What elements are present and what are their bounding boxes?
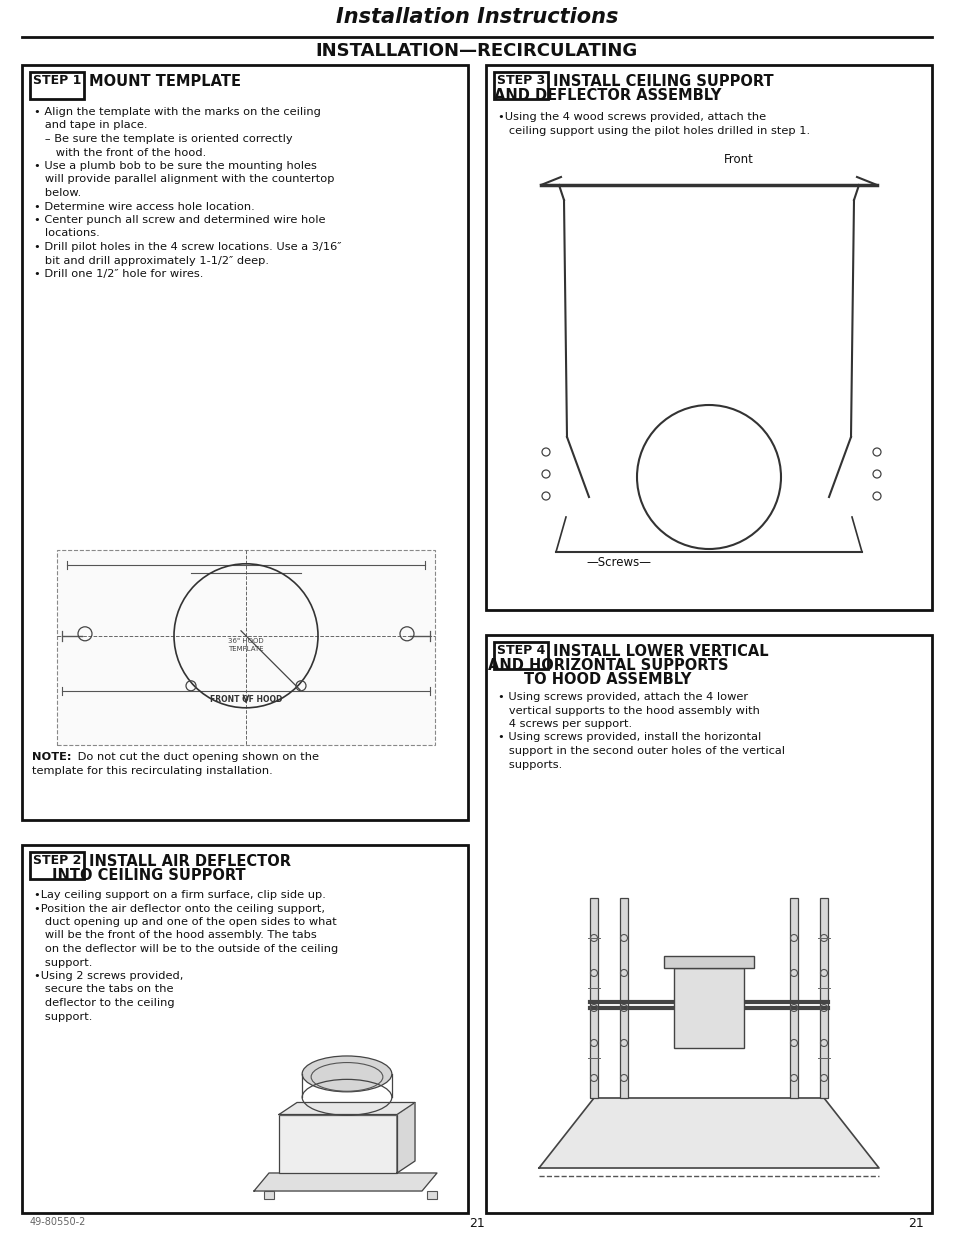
Text: AND HORIZONTAL SUPPORTS: AND HORIZONTAL SUPPORTS — [487, 658, 727, 673]
Bar — [494, 642, 547, 669]
Bar — [30, 72, 84, 99]
Text: •Using the 4 wood screws provided, attach the: •Using the 4 wood screws provided, attac… — [497, 112, 765, 122]
Text: 36" HOOD: 36" HOOD — [228, 637, 263, 643]
Text: STEP 2: STEP 2 — [33, 853, 81, 867]
Bar — [789, 898, 797, 1098]
Text: and tape in place.: and tape in place. — [34, 121, 148, 131]
Text: • Align the template with the marks on the ceiling: • Align the template with the marks on t… — [34, 107, 320, 117]
Ellipse shape — [302, 1056, 392, 1092]
Text: supports.: supports. — [497, 760, 561, 769]
Text: AND DEFLECTOR ASSEMBLY: AND DEFLECTOR ASSEMBLY — [494, 88, 720, 103]
Polygon shape — [278, 1103, 415, 1114]
Text: INTO CEILING SUPPORT: INTO CEILING SUPPORT — [52, 868, 246, 883]
Bar — [485, 635, 931, 1213]
Text: STEP 4: STEP 4 — [497, 643, 545, 657]
Text: support.: support. — [34, 1011, 92, 1021]
Text: locations.: locations. — [34, 228, 100, 238]
Text: • Drill one 1/2″ hole for wires.: • Drill one 1/2″ hole for wires. — [34, 269, 203, 279]
Text: will be the front of the hood assembly. The tabs: will be the front of the hood assembly. … — [34, 930, 316, 941]
Text: INSTALL AIR DEFLECTOR: INSTALL AIR DEFLECTOR — [89, 853, 291, 869]
Text: Installation Instructions: Installation Instructions — [335, 7, 618, 27]
Bar — [673, 968, 743, 1049]
Text: • Using screws provided, install the horizontal: • Using screws provided, install the hor… — [497, 732, 760, 742]
Bar — [22, 65, 468, 820]
Text: below.: below. — [34, 188, 81, 198]
Text: NOTE:: NOTE: — [32, 752, 71, 762]
Bar — [485, 65, 931, 610]
Text: • Use a plumb bob to be sure the mounting holes: • Use a plumb bob to be sure the mountin… — [34, 161, 316, 170]
Bar — [264, 1191, 274, 1199]
Text: INSTALL CEILING SUPPORT: INSTALL CEILING SUPPORT — [553, 74, 773, 89]
Bar — [820, 898, 827, 1098]
Text: •Using 2 screws provided,: •Using 2 screws provided, — [34, 971, 183, 981]
Text: 4 screws per support.: 4 screws per support. — [497, 719, 632, 729]
Text: • Center punch all screw and determined wire hole: • Center punch all screw and determined … — [34, 215, 325, 225]
Polygon shape — [396, 1103, 415, 1173]
Text: • Using screws provided, attach the 4 lower: • Using screws provided, attach the 4 lo… — [497, 692, 747, 701]
Text: •Position the air deflector onto the ceiling support,: •Position the air deflector onto the cei… — [34, 904, 325, 914]
Text: MOUNT TEMPLATE: MOUNT TEMPLATE — [89, 74, 241, 89]
Text: —Screws—: —Screws— — [585, 556, 650, 569]
Bar — [57, 550, 435, 745]
Bar — [30, 852, 84, 879]
Polygon shape — [253, 1173, 436, 1191]
Text: 21: 21 — [469, 1216, 484, 1230]
Text: FRONT OF HOOD: FRONT OF HOOD — [210, 695, 282, 704]
Text: support in the second outer holes of the vertical: support in the second outer holes of the… — [497, 746, 784, 756]
Text: 21: 21 — [907, 1216, 923, 1230]
Text: 49-80550-2: 49-80550-2 — [30, 1216, 87, 1228]
Text: on the deflector will be to the outside of the ceiling: on the deflector will be to the outside … — [34, 944, 338, 953]
Text: STEP 3: STEP 3 — [497, 74, 545, 86]
Text: TEMPLATE: TEMPLATE — [228, 646, 263, 652]
Bar — [663, 956, 753, 968]
Text: STEP 1: STEP 1 — [33, 74, 81, 86]
Text: ceiling support using the pilot holes drilled in step 1.: ceiling support using the pilot holes dr… — [497, 126, 809, 136]
Text: TO HOOD ASSEMBLY: TO HOOD ASSEMBLY — [524, 672, 691, 687]
Text: Do not cut the duct opening shown on the: Do not cut the duct opening shown on the — [74, 752, 318, 762]
Text: bit and drill approximately 1-1/2″ deep.: bit and drill approximately 1-1/2″ deep. — [34, 256, 269, 266]
Text: – Be sure the template is oriented correctly: – Be sure the template is oriented corre… — [34, 135, 293, 144]
Bar — [589, 898, 598, 1098]
Text: vertical supports to the hood assembly with: vertical supports to the hood assembly w… — [497, 705, 760, 715]
Text: Front: Front — [723, 153, 753, 165]
Text: duct opening up and one of the open sides to what: duct opening up and one of the open side… — [34, 918, 336, 927]
Text: •Lay ceiling support on a firm surface, clip side up.: •Lay ceiling support on a firm surface, … — [34, 890, 326, 900]
Text: • Determine wire access hole location.: • Determine wire access hole location. — [34, 201, 254, 211]
Text: with the front of the hood.: with the front of the hood. — [34, 147, 206, 158]
Text: INSTALL LOWER VERTICAL: INSTALL LOWER VERTICAL — [553, 643, 768, 659]
Bar — [278, 1114, 396, 1173]
Text: INSTALLATION—RECIRCULATING: INSTALLATION—RECIRCULATING — [315, 42, 638, 61]
Text: will provide parallel alignment with the countertop: will provide parallel alignment with the… — [34, 174, 335, 184]
Text: deflector to the ceiling: deflector to the ceiling — [34, 998, 174, 1008]
Text: template for this recirculating installation.: template for this recirculating installa… — [32, 766, 273, 776]
Polygon shape — [538, 1098, 878, 1168]
Text: • Drill pilot holes in the 4 screw locations. Use a 3/16″: • Drill pilot holes in the 4 screw locat… — [34, 242, 341, 252]
Bar — [494, 72, 547, 99]
Text: support.: support. — [34, 957, 92, 967]
Bar — [22, 845, 468, 1213]
Bar — [619, 898, 627, 1098]
Text: secure the tabs on the: secure the tabs on the — [34, 984, 173, 994]
Bar — [427, 1191, 436, 1199]
